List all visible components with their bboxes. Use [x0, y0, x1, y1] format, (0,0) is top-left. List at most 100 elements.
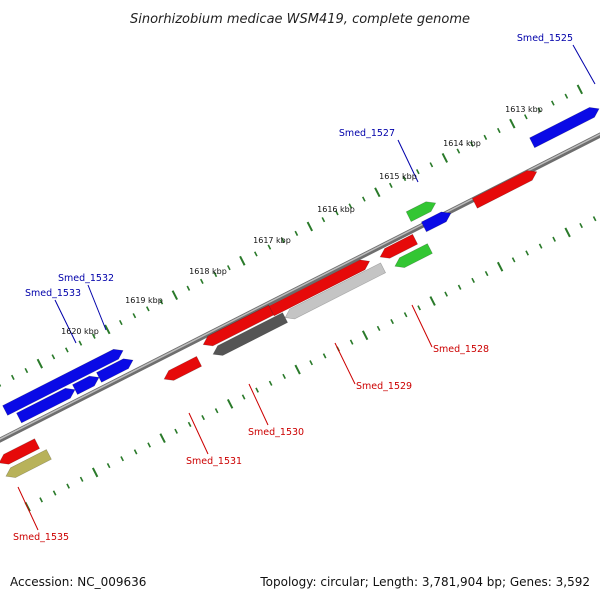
tick-mark: [118, 319, 123, 326]
label-leader: [411, 304, 433, 348]
gene-labels: Smed_1525 Smed_1527 Smed_1532 Smed_1533 Smed…: [13, 33, 573, 543]
tick-mark: [24, 367, 29, 374]
tick-mark: [511, 257, 516, 263]
tick-mark: [348, 203, 353, 209]
tick-mark: [267, 244, 272, 250]
gene-arrow: [405, 201, 437, 223]
gene-arrow: [72, 375, 100, 395]
tick-mark: [187, 421, 192, 428]
genome-meta-text: Topology: circular; Length: 3,781,904 bp…: [260, 575, 590, 589]
tick-mark: [132, 313, 137, 319]
tick-mark: [471, 277, 475, 284]
tick-mark: [457, 284, 462, 290]
gene-arrow: [0, 438, 41, 465]
label-leader: [334, 342, 356, 385]
tick-mark: [402, 175, 407, 182]
tick-mark: [376, 325, 381, 332]
tick-mark: [429, 296, 436, 306]
gene-label: Smed_1530: [248, 427, 304, 438]
tick-mark: [120, 456, 124, 462]
label-leader: [572, 44, 596, 85]
tick-mark: [564, 93, 569, 99]
gene-arrow: [163, 355, 203, 381]
tick-mark: [104, 324, 111, 335]
tick-mark: [306, 221, 313, 232]
label-leader: [87, 284, 107, 331]
gene-label: Smed_1528: [433, 344, 489, 355]
tick-mark: [214, 408, 219, 414]
tick-mark: [349, 339, 354, 345]
gene-label: Smed_1525: [517, 33, 573, 44]
tick-mark: [550, 100, 555, 106]
tick-mark: [201, 414, 205, 421]
gene-arrow: [529, 107, 600, 149]
kbp-label: 1620 kbp: [61, 327, 99, 336]
tick-mark: [174, 428, 178, 434]
tick-mark: [10, 374, 15, 380]
kbp-label: 1613 kbp: [505, 105, 543, 114]
tick-mark: [592, 216, 597, 222]
tick-mark: [523, 114, 528, 120]
tick-mark: [415, 169, 420, 175]
gene-arrow: [5, 449, 52, 478]
gene-label: Smed_1535: [13, 532, 69, 543]
label-leader-lines: [17, 44, 596, 531]
tick-mark: [52, 490, 57, 496]
tick-mark: [171, 290, 178, 301]
tick-mark: [226, 398, 234, 409]
map-title: Sinorhizobium medicae WSM419, complete g…: [130, 12, 470, 27]
tick-mark: [79, 476, 84, 482]
label-leader: [188, 412, 209, 455]
genome-backbone: [0, 132, 600, 443]
gene-arrow: [284, 262, 387, 320]
label-leader: [54, 299, 77, 344]
gene-features: [0, 107, 600, 478]
tick-rows: [0, 84, 597, 512]
label-leader: [397, 139, 419, 183]
tick-mark: [255, 387, 259, 393]
tick-mark: [417, 305, 421, 311]
gene-arrow: [96, 358, 134, 383]
tick-mark: [226, 265, 231, 271]
tick-mark: [91, 467, 99, 478]
label-leader: [248, 383, 269, 426]
tick-mark: [199, 278, 204, 284]
tick-mark: [322, 353, 327, 359]
tick-mark: [133, 449, 138, 455]
tick-mark: [361, 196, 366, 202]
tick-mark: [239, 255, 246, 266]
gene-arrow: [471, 170, 538, 209]
tick-mark: [159, 299, 164, 305]
tick-mark: [91, 333, 96, 339]
tick-mark: [456, 148, 461, 154]
backbone-line: [0, 132, 600, 443]
gene-arrow: [268, 259, 371, 317]
tick-mark: [280, 237, 285, 243]
tick-mark: [388, 182, 393, 188]
gene-label: Smed_1527: [339, 128, 395, 139]
tick-mark: [403, 312, 408, 318]
gene-arrow: [379, 233, 419, 259]
tick-mark: [51, 354, 56, 360]
tick-mark: [294, 230, 299, 236]
tick-mark: [361, 330, 369, 341]
gene-arrow: [16, 387, 76, 424]
tick-mark: [576, 84, 583, 95]
kbp-label: 1617 kbp: [253, 236, 291, 245]
gene-label: Smed_1532: [58, 273, 114, 284]
tick-mark: [78, 340, 83, 346]
tick-mark: [496, 261, 504, 272]
label-leader: [17, 486, 39, 531]
tick-mark: [441, 153, 448, 163]
tick-mark: [334, 210, 339, 216]
tick-mark: [241, 394, 246, 400]
tick-mark: [579, 222, 583, 229]
tick-mark: [213, 271, 218, 278]
tick-mark: [374, 187, 381, 198]
tick-mark: [483, 134, 488, 140]
kbp-label: 1618 kbp: [189, 267, 227, 276]
tick-mark: [36, 358, 43, 369]
tick-mark: [66, 483, 70, 489]
tick-mark: [309, 360, 313, 366]
